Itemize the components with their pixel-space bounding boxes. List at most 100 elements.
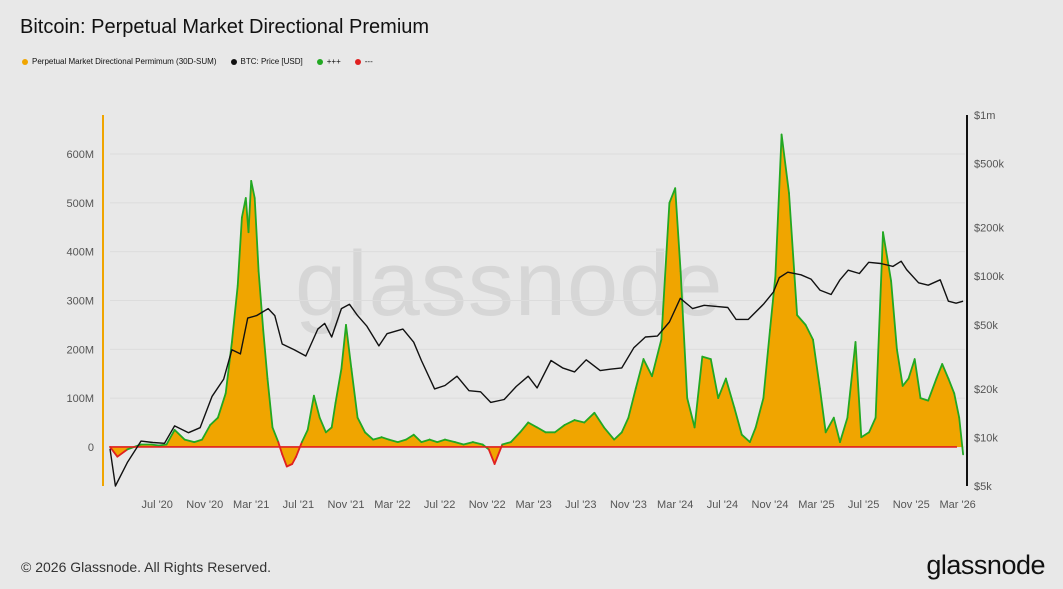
premium-outline-segment: [613, 431, 623, 441]
premium-outline-segment: [717, 377, 727, 400]
premium-outline-segment: [941, 363, 950, 380]
premium-outline-segment: [201, 424, 212, 441]
premium-outline-segment: [527, 421, 538, 429]
premium-outline-segment: [593, 411, 605, 429]
legend: Perpetual Market Directional Permimum (3…: [22, 57, 373, 66]
y-left-tick-label: 300M: [66, 296, 94, 308]
x-tick-label: Nov '24: [752, 499, 789, 511]
premium-outline-segment: [173, 428, 186, 441]
premium-outline-segment: [754, 397, 765, 429]
premium-outline-segment: [824, 416, 835, 434]
premium-outline-segment: [740, 433, 751, 444]
x-tick-label: Mar '23: [515, 499, 551, 511]
legend-label-negative: ---: [364, 57, 373, 66]
premium-outline-segment: [868, 416, 877, 434]
premium-outline-segment: [356, 416, 366, 434]
premium-outline-segment: [387, 438, 399, 444]
premium-outline-segment: [774, 133, 783, 278]
legend-item-negative[interactable]: ---: [354, 57, 373, 66]
premium-outline-segment: [330, 402, 337, 429]
btc-price-line: [109, 260, 964, 487]
premium-outline-segment: [405, 433, 415, 441]
legend-dot-premium: [22, 58, 28, 65]
x-tick-label: Jul '22: [424, 499, 455, 511]
premium-outline-segment: [380, 436, 390, 441]
premium-outline-segment: [471, 441, 484, 446]
y-left-tick-label: 400M: [66, 247, 94, 259]
x-tick-label: Mar '21: [233, 499, 269, 511]
premium-outline-segment: [306, 394, 315, 431]
premium-outline-segment: [725, 377, 736, 409]
premium-outline-segment: [642, 358, 653, 378]
premium-outline-segment: [157, 443, 168, 447]
premium-outline-segment: [150, 443, 160, 447]
premium-outline-segment: [183, 438, 196, 444]
premium-outline-segment: [679, 270, 689, 400]
legend-label-price: BTC: Price [USD]: [240, 57, 303, 66]
premium-outline-segment: [230, 284, 239, 343]
chart-title: Bitcoin: Perpetual Market Directional Pr…: [20, 16, 430, 38]
y-left-tick-label: 500M: [66, 198, 94, 210]
premium-outline-segment: [257, 270, 265, 331]
legend-item-positive[interactable]: +++: [316, 57, 341, 66]
premium-outline-segment: [812, 338, 821, 390]
x-tick-label: Jul '20: [141, 499, 172, 511]
legend-item-premium[interactable]: Perpetual Market Directional Permimum (3…: [22, 57, 217, 66]
premium-outline-segment: [780, 133, 790, 195]
y-right-tick-label: $100k: [974, 271, 1004, 283]
premium-outline-segment: [454, 441, 465, 446]
premium-outline-segment: [285, 463, 294, 468]
premium-outline-segment: [209, 416, 219, 426]
y-right-tick-label: $200k: [974, 223, 1004, 235]
premium-outline-segment: [372, 436, 383, 441]
premium-outline-segment: [927, 377, 938, 402]
x-tick-label: Mar '24: [657, 499, 693, 511]
premium-outline-segment: [573, 419, 586, 424]
y-right-tick-label: $1m: [974, 110, 995, 122]
premium-outline-segment: [340, 323, 347, 370]
watermark: glassnode: [295, 233, 724, 335]
legend-label-premium: Perpetual Market Directional Permimum (3…: [32, 57, 217, 66]
premium-outline-segment: [487, 448, 496, 465]
premium-outline-segment: [935, 363, 944, 380]
premium-outline-segment: [396, 438, 407, 444]
premium-outline-segment: [701, 355, 712, 361]
y-right-tick-label: $20k: [974, 384, 998, 396]
premium-outline-segment: [345, 323, 353, 370]
premium-outline-segment: [436, 438, 446, 444]
premium-outline-segment: [462, 441, 474, 446]
legend-dot-price: [230, 58, 237, 65]
premium-area: [110, 134, 964, 467]
premium-outline-segment: [668, 187, 677, 204]
premium-outline-segment: [901, 377, 910, 387]
x-tick-label: Nov '23: [610, 499, 647, 511]
premium-outline-segment: [116, 448, 129, 458]
premium-outline-segment: [318, 416, 327, 434]
premium-outline-segment: [412, 433, 423, 444]
premium-outline-segment: [749, 426, 757, 444]
y-left-tick-label: 0: [88, 442, 94, 454]
premium-outline-segment: [536, 426, 547, 434]
legend-label-positive: +++: [326, 57, 341, 66]
premium-outline-segment: [428, 438, 439, 444]
premium-outline-segment: [109, 445, 119, 458]
copyright-footer: © 2026 Glassnode. All Rights Reserved.: [21, 559, 272, 575]
legend-item-price[interactable]: BTC: Price [USD]: [230, 57, 303, 66]
premium-outline-segment: [364, 431, 375, 441]
x-tick-label: Nov '20: [186, 499, 223, 511]
premium-outline-segment: [240, 197, 247, 219]
premium-outline-segment: [266, 377, 274, 429]
x-tick-label: Nov '25: [893, 499, 930, 511]
x-tick-label: Mar '26: [939, 499, 975, 511]
premium-outline-segment: [953, 392, 961, 419]
premium-outline-segment: [958, 416, 964, 456]
premium-outline-segment: [563, 419, 576, 426]
premium-outline-segment: [224, 341, 233, 395]
legend-dot-negative: [354, 58, 361, 65]
premium-outline-segment: [603, 426, 615, 441]
y-left-tick-label: 100M: [66, 393, 94, 405]
premium-outline-segment: [686, 397, 696, 429]
premium-outline-segment: [882, 231, 892, 282]
premium-outline-segment: [907, 358, 916, 380]
x-tick-label: Nov '21: [328, 499, 365, 511]
